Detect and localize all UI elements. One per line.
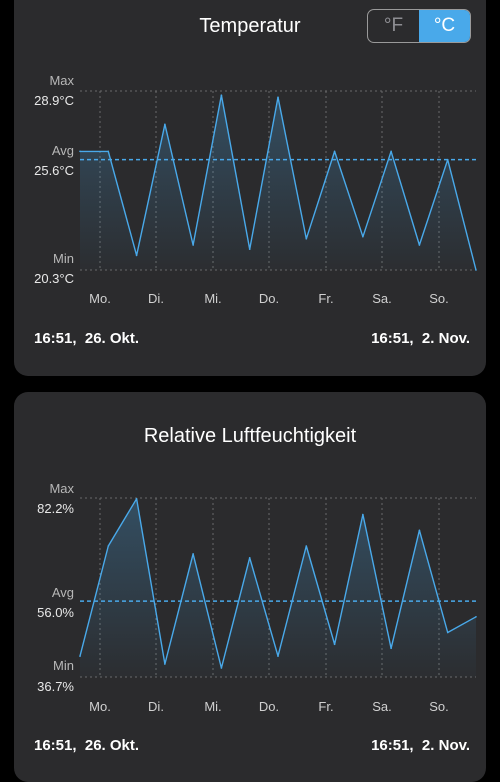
temp-data-point [418, 244, 421, 246]
hum-data-point [164, 663, 166, 665]
hum-day-label: Mo. [89, 699, 111, 714]
hum-day-label: Di. [148, 699, 164, 714]
temp-data-point [390, 150, 392, 153]
hum-day-label: So. [429, 699, 449, 714]
temp-avg-value: 25.6°C [34, 163, 74, 178]
hum-data-point [446, 631, 449, 634]
hum-data-point [277, 655, 279, 657]
temp-data-point [107, 150, 110, 153]
temp-day-label: Di. [148, 291, 164, 306]
temp-end-time: 16:51, 2. Nov. [371, 330, 470, 347]
temp-data-point [333, 150, 336, 153]
unit-toggle[interactable]: °F °C [367, 9, 471, 43]
hum-day-label: Fr. [318, 699, 334, 714]
humidity-card: Relative Luftfeuchtigkeit Max 82.2% Avg … [14, 392, 486, 782]
hum-data-point [220, 667, 223, 669]
temperature-card: Temperatur °F °C Max 28.9°C Avg 25.6°C M… [14, 0, 486, 376]
hum-data-point [475, 616, 477, 618]
temp-data-point [79, 150, 81, 153]
celsius-button[interactable]: °C [419, 10, 470, 42]
temp-day-label: Fr. [318, 291, 334, 306]
temp-max-label: Max [49, 73, 74, 88]
temp-start-time: 16:51, 26. Okt. [34, 330, 140, 347]
temp-area [80, 95, 476, 270]
hum-min-value: 36.7% [37, 679, 74, 694]
hum-data-point [390, 647, 392, 650]
temp-min-label: Min [53, 251, 74, 266]
temp-data-point [362, 235, 364, 238]
temp-min-value: 20.3°C [34, 271, 74, 286]
hum-data-point [305, 545, 308, 547]
temp-data-point [305, 237, 308, 240]
temp-data-point [248, 248, 251, 250]
temperature-chart [79, 90, 477, 271]
hum-max-label: Max [49, 481, 74, 496]
temp-day-label: So. [429, 291, 449, 306]
temp-day-label: Sa. [372, 291, 392, 306]
hum-min-label: Min [53, 658, 74, 673]
fahrenheit-button[interactable]: °F [383, 15, 404, 36]
temp-data-point [135, 254, 138, 257]
humidity-chart [79, 497, 477, 678]
temp-data-point [475, 269, 477, 271]
temp-data-point [277, 96, 279, 99]
hum-day-label: Do. [258, 699, 280, 714]
hum-data-point [79, 655, 81, 657]
temp-data-point [192, 244, 194, 246]
hum-data-point [418, 529, 421, 532]
temperature-title: Temperatur [199, 15, 301, 37]
temp-day-label: Do. [258, 291, 280, 306]
hum-avg-label: Avg [51, 585, 74, 600]
humidity-title: Relative Luftfeuchtigkeit [143, 425, 357, 447]
hum-max-value: 82.2% [37, 501, 74, 516]
hum-data-point [135, 497, 138, 500]
hum-area [80, 498, 476, 677]
temp-max-value: 28.9°C [34, 93, 74, 108]
hum-start-time: 16:51, 26. Okt. [34, 737, 140, 754]
hum-data-point [107, 545, 110, 547]
temp-data-point [220, 94, 223, 96]
hum-avg-value: 56.0% [37, 605, 74, 620]
temp-avg-label: Avg [51, 143, 74, 158]
hum-day-label: Sa. [372, 699, 392, 714]
hum-data-point [362, 513, 364, 516]
hum-day-label: Mi. [204, 699, 222, 714]
hum-data-point [192, 553, 194, 555]
hum-end-time: 16:51, 2. Nov. [371, 737, 470, 754]
temp-day-label: Mo. [89, 291, 111, 306]
hum-data-point [248, 556, 251, 559]
temp-day-label: Mi. [204, 291, 222, 306]
hum-data-point [333, 643, 336, 646]
temp-data-point [164, 123, 166, 126]
